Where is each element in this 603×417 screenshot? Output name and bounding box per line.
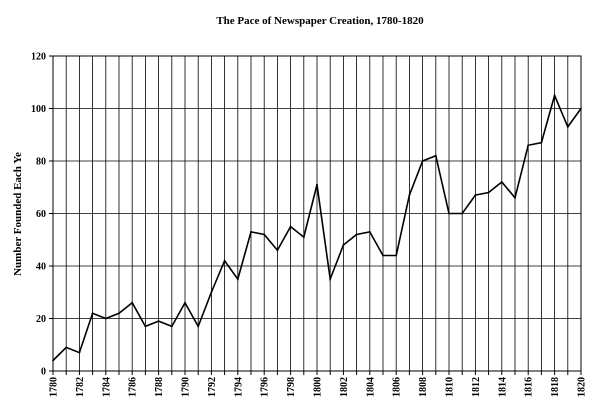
x-tick-label-1806: 1806 <box>392 377 403 397</box>
data-point-1797 <box>276 249 279 252</box>
data-point-1781 <box>65 346 68 349</box>
data-point-1809 <box>434 154 437 157</box>
data-point-1786 <box>131 301 134 304</box>
series-layer <box>52 92 582 362</box>
data-point-1788 <box>157 320 160 323</box>
data-point-1785 <box>118 312 120 315</box>
y-tick-label-60: 60 <box>36 209 46 220</box>
y-axis-label: Number Founded Each Ye <box>12 152 24 276</box>
data-point-1817 <box>540 141 543 144</box>
data-point-1810 <box>448 212 450 215</box>
data-point-1806 <box>395 254 398 257</box>
data-point-1784 <box>104 317 107 320</box>
data-point-1805 <box>382 254 384 257</box>
x-tick-label-1804: 1804 <box>365 377 376 397</box>
data-point-1819 <box>566 125 569 128</box>
data-point-1803 <box>355 233 358 236</box>
y-tick-label-100: 100 <box>31 104 46 115</box>
data-point-1794 <box>236 278 239 281</box>
axes <box>49 55 582 375</box>
x-tick-label-1780: 1780 <box>49 377 60 397</box>
x-tick-label-1792: 1792 <box>207 377 218 397</box>
data-point-1795 <box>250 230 252 233</box>
y-tick-label-40: 40 <box>36 262 46 273</box>
data-point-1800 <box>316 183 318 186</box>
data-point-1807 <box>408 194 411 197</box>
data-point-1796 <box>263 233 266 236</box>
x-tick-label-1802: 1802 <box>339 377 350 397</box>
data-point-1811 <box>461 212 464 215</box>
x-tick-label-1796: 1796 <box>260 377 271 397</box>
x-tick-label-1784: 1784 <box>101 377 112 397</box>
x-tick-label-1808: 1808 <box>418 377 429 397</box>
y-tick-label-20: 20 <box>36 314 46 325</box>
gridlines <box>52 55 582 372</box>
x-tick-label-1798: 1798 <box>286 377 297 397</box>
data-point-1812 <box>474 194 477 197</box>
data-point-1816 <box>527 144 530 147</box>
data-point-1802 <box>342 244 345 246</box>
chart-title: The Pace of Newspaper Creation, 1780-182… <box>216 15 424 27</box>
data-point-1782 <box>78 351 81 354</box>
data-point-1787 <box>144 325 147 328</box>
y-tick-labels: 0 20 40 60 80 100 120 <box>31 52 46 378</box>
data-point-1790 <box>184 301 186 304</box>
x-tick-label-1812: 1812 <box>471 377 482 397</box>
data-point-1818 <box>553 94 556 97</box>
x-tick-label-1782: 1782 <box>75 377 86 397</box>
x-tick-label-1794: 1794 <box>233 377 244 397</box>
x-tick-label-1816: 1816 <box>524 377 535 397</box>
x-tick-label-1788: 1788 <box>154 377 165 397</box>
x-tick-label-1810: 1810 <box>445 377 456 397</box>
data-point-1801 <box>329 278 332 281</box>
data-point-1780 <box>52 359 54 362</box>
x-tick-label-1814: 1814 <box>497 377 508 397</box>
y-tick-label-0: 0 <box>41 367 46 378</box>
y-tick-label-120: 120 <box>31 52 46 63</box>
data-point-1798 <box>289 225 292 228</box>
data-point-1808 <box>421 160 424 162</box>
data-point-1789 <box>170 325 173 328</box>
data-point-1792 <box>210 291 213 294</box>
data-point-1815 <box>514 196 516 199</box>
data-point-1793 <box>223 259 226 262</box>
data-point-1791 <box>197 325 200 328</box>
data-point-1804 <box>368 230 371 233</box>
x-tick-label-1800: 1800 <box>313 377 324 397</box>
x-tick-label-1820: 1820 <box>577 377 588 397</box>
data-point-1799 <box>302 236 305 239</box>
data-point-1813 <box>487 191 490 194</box>
data-point-1820 <box>580 107 582 110</box>
x-tick-labels: 1780 1782 1784 1786 1788 1790 1792 1794 1796 1798… <box>49 377 588 397</box>
x-tick-label-1786: 1786 <box>128 377 139 397</box>
data-point-1783 <box>91 312 94 315</box>
x-tick-label-1790: 1790 <box>181 377 192 397</box>
y-tick-label-80: 80 <box>36 157 46 168</box>
x-tick-label-1818: 1818 <box>550 377 561 397</box>
data-point-1814 <box>500 181 503 183</box>
